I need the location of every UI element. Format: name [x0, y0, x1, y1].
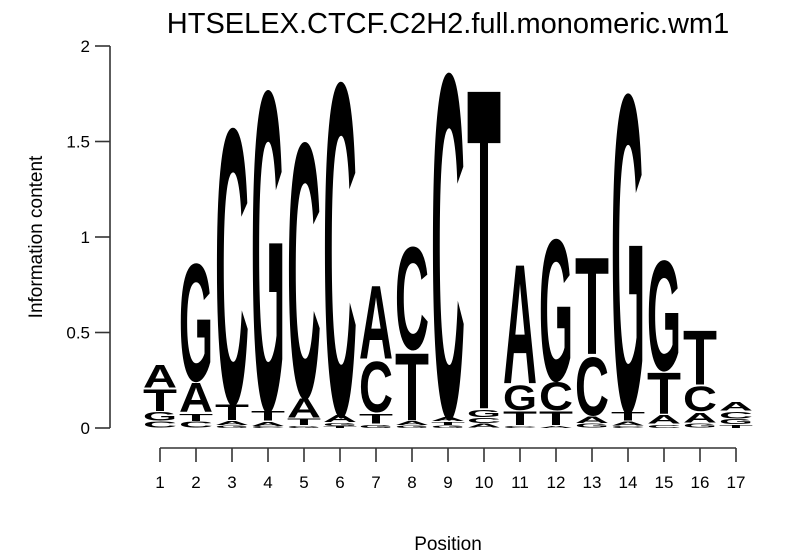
logo-letter-6-C: C	[323, 0, 357, 515]
logo-letter-15-G: G	[647, 228, 681, 404]
logo-letter-9-A: A	[431, 416, 465, 423]
logo-letter-14-C: C	[611, 425, 645, 428]
logo-letter-15-T: T	[647, 361, 681, 427]
logo-letter-6-T: T	[323, 426, 357, 429]
logo-letter-15-A: A	[647, 413, 681, 426]
x-tick-label: 7	[371, 473, 380, 492]
x-tick-label: 9	[443, 473, 452, 492]
y-tick-label: 1.5	[66, 133, 90, 152]
logo-letter-6-G: G	[323, 422, 357, 427]
x-tick-label: 8	[407, 473, 416, 492]
logo-letter-5-C: C	[287, 66, 321, 474]
logo-letter-3-T: T	[215, 400, 249, 425]
logo-letter-11-C: C	[503, 425, 537, 428]
x-tick-label: 1	[155, 473, 164, 492]
x-tick-label: 3	[227, 473, 236, 492]
logo-letter-8-C: C	[395, 216, 429, 381]
logo-letter-9-G: G	[431, 425, 465, 429]
logo-letter-1-T: T	[143, 383, 177, 418]
y-tick-label: 1	[81, 228, 90, 247]
logo-letter-11-A: A	[503, 228, 537, 420]
logo-letter-4-C: C	[251, 426, 285, 429]
y-axis: 0 0.5 1 1.5 2	[66, 37, 111, 438]
logo-letter-16-G: G	[683, 423, 717, 430]
x-tick-label: 12	[547, 473, 566, 492]
x-tick-label: 6	[335, 473, 344, 492]
chart-title: HTSELEX.CTCF.C2H2.full.monomeric.wm1	[167, 8, 729, 40]
logo-letter-3-G: G	[215, 425, 249, 429]
x-tick-label: 11	[511, 473, 529, 492]
x-tick-label: 5	[299, 473, 308, 492]
y-axis-label: Information content	[26, 155, 47, 318]
logo-letter-8-G: G	[395, 425, 429, 429]
logo-letter-2-A: A	[179, 375, 213, 422]
logo-letter-13-A: A	[575, 414, 609, 424]
logo-letter-17-T: T	[719, 424, 753, 429]
logo-letter-2-C: C	[179, 420, 213, 429]
logo-letter-14-T: T	[611, 410, 645, 423]
logo-letter-7-T: T	[359, 411, 393, 427]
logo-letter-12-T: T	[539, 408, 573, 430]
y-tick-label: 0.5	[66, 324, 90, 343]
logo-letter-16-A: A	[683, 410, 717, 426]
x-tick-label: 15	[655, 473, 674, 492]
logo-letter-11-T: T	[503, 408, 537, 430]
logo-letter-13-T: T	[575, 228, 609, 384]
logo-letter-12-G: G	[539, 196, 573, 423]
logo-letter-17-C: C	[719, 410, 753, 420]
logo-letter-10-T: T	[467, 0, 501, 506]
logo-letter-7-C: C	[359, 346, 393, 427]
logo-letter-5-A: A	[287, 393, 321, 424]
logo-letter-1-C: C	[143, 420, 177, 429]
logo-letter-1-A: A	[143, 358, 177, 395]
x-axis-label: Position	[414, 534, 482, 555]
logo-letter-14-G: G	[611, 0, 645, 507]
logo-letter-8-T: T	[395, 332, 429, 440]
logo-letter-4-G: G	[251, 0, 285, 507]
logo-letter-17-G: G	[719, 418, 753, 426]
x-tick-label: 17	[727, 473, 746, 492]
logo-letter-5-T: T	[287, 417, 321, 427]
logo-letter-11-G: G	[503, 378, 537, 418]
logo-letter-14-A: A	[611, 420, 645, 427]
logo-letter-12-C: C	[539, 375, 573, 419]
logo-letter-1-G: G	[143, 410, 177, 423]
logo-letter-6-A: A	[323, 413, 357, 424]
logo-letter-10-G: G	[467, 408, 501, 420]
x-tick-label: 14	[619, 473, 638, 492]
logo-letter-9-T: T	[431, 421, 465, 426]
logo-letter-15-C: C	[647, 424, 681, 429]
x-tick-label: 16	[691, 473, 710, 492]
logo-letter-8-A: A	[395, 420, 429, 427]
x-tick-label: 2	[191, 473, 200, 492]
logo-letter-13-C: C	[575, 341, 609, 433]
logo-letter-7-G: G	[359, 424, 393, 429]
y-tick-label: 0	[81, 419, 90, 438]
y-tick-label: 2	[81, 37, 90, 56]
logo-letter-2-G: G	[179, 230, 213, 417]
x-tick-label: 10	[475, 473, 494, 492]
logo-letter-7-A: A	[359, 264, 393, 381]
logo-letter-12-A: A	[539, 425, 573, 428]
logo-letter-17-A: A	[719, 400, 753, 413]
logo-letter-13-G: G	[575, 423, 609, 430]
logo-letter-16-C: C	[683, 379, 717, 419]
x-tick-label: 13	[583, 473, 602, 492]
logo-letter-10-C: C	[467, 417, 501, 425]
x-axis: 1 2 3 4 5 6 7 8 9 10 11 12 13 14 15 16 17	[155, 447, 746, 492]
logo-letter-9-C: C	[431, 0, 465, 521]
logo-letter-4-A: A	[251, 421, 285, 428]
logo-letter-16-T: T	[683, 314, 717, 401]
logo-letter-10-A: A	[467, 423, 501, 430]
logo-letter-2-T: T	[179, 411, 213, 423]
x-tick-label: 4	[263, 473, 272, 492]
logo-letter-5-G: G	[287, 425, 321, 428]
logo-letter-3-A: A	[215, 420, 249, 427]
logo-letter-4-T: T	[251, 408, 285, 424]
logo-letter-3-C: C	[215, 46, 249, 486]
